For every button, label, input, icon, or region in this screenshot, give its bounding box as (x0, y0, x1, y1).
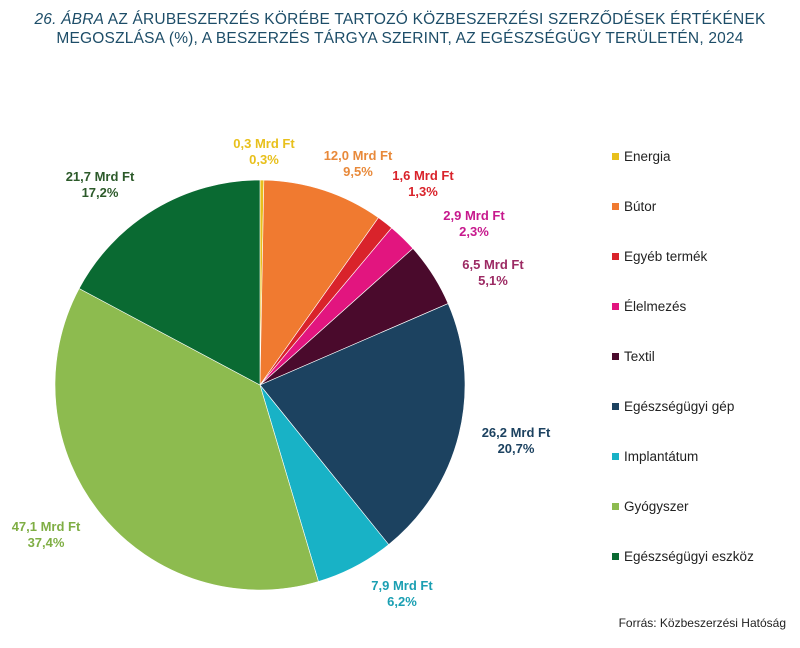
pie-slice-9 (78, 179, 261, 386)
legend-item: Egészségügyi gép (612, 396, 734, 416)
pie-labels: 0,3 Mrd Ft0,3% 12,0 Mrd Ft9,5% 1,6 Mrd Ft1… (12, 136, 551, 609)
legend-label: Egyéb termék (624, 248, 708, 264)
slice-percent-label: 6,2% (387, 594, 417, 609)
legend-swatch (612, 302, 619, 310)
slice-percent-label: 1,3% (408, 184, 438, 199)
legend-label: Egészségügyi gép (624, 398, 735, 414)
legend-item: Implantátum (612, 446, 698, 466)
legend-label: Egészségügyi eszköz (624, 548, 754, 564)
legend-swatch (612, 552, 619, 560)
slice-amount-label: 1,6 Mrd Ft (392, 168, 454, 183)
source-note: Forrás: Közbeszerzési Hatóság (618, 616, 786, 630)
legend-label: Gyógyszer (624, 498, 689, 514)
legend-swatch (612, 452, 619, 460)
slice-percent-label: 2,3% (459, 224, 489, 239)
slice-amount-label: 21,7 Mrd Ft (66, 169, 135, 184)
legend-swatch (612, 402, 619, 410)
slice-amount-label: 6,5 Mrd Ft (462, 257, 524, 272)
slice-percent-label: 17,2% (82, 185, 119, 200)
title-line2: MEGOSZLÁSA (%), A BESZERZÉS TÁRGYA SZERI… (56, 30, 744, 47)
slice-amount-label: 47,1 Mrd Ft (12, 519, 81, 534)
legend-item: Egyéb termék (612, 246, 707, 266)
chart-title: 26. ÁBRA AZ ÁRUBESZERZÉS KÖRÉBE TARTOZÓ … (0, 10, 800, 48)
title-line1: AZ ÁRUBESZERZÉS KÖRÉBE TARTOZÓ KÖZBESZER… (104, 11, 766, 28)
legend-item: Textil (612, 346, 655, 366)
legend-label: Energia (624, 148, 671, 164)
legend-label: Textil (624, 348, 655, 364)
slice-percent-label: 9,5% (343, 164, 373, 179)
legend-label: Élelmezés (624, 298, 687, 314)
legend-swatch (612, 502, 619, 510)
figure-number: 26. ÁBRA (34, 11, 105, 28)
legend-swatch (612, 352, 619, 360)
slice-amount-label: 0,3 Mrd Ft (233, 136, 295, 151)
pie-slice-6 (259, 303, 466, 546)
slice-amount-label: 7,9 Mrd Ft (371, 578, 433, 593)
legend-label: Implantátum (624, 448, 699, 464)
slice-amount-label: 2,9 Mrd Ft (443, 208, 505, 223)
slice-amount-label: 12,0 Mrd Ft (324, 148, 393, 163)
legend-item: Élelmezés (612, 296, 686, 316)
legend-item: Bútor (612, 196, 656, 216)
slice-amount-label: 26,2 Mrd Ft (482, 425, 551, 440)
pie-slices (54, 179, 466, 591)
pie-slice-2 (259, 179, 379, 386)
legend-item: Egészségügyi eszköz (612, 546, 754, 566)
legend-swatch (612, 252, 619, 260)
slice-percent-label: 5,1% (478, 273, 508, 288)
legend-swatch (612, 152, 619, 160)
legend-swatch (612, 202, 619, 210)
slice-percent-label: 0,3% (249, 152, 279, 167)
pie-slice-8 (54, 288, 319, 591)
slice-percent-label: 37,4% (28, 535, 65, 550)
legend-label: Bútor (624, 198, 657, 214)
legend-item: Gyógyszer (612, 496, 689, 516)
legend-item: Energia (612, 146, 671, 166)
slice-percent-label: 20,7% (498, 441, 535, 456)
